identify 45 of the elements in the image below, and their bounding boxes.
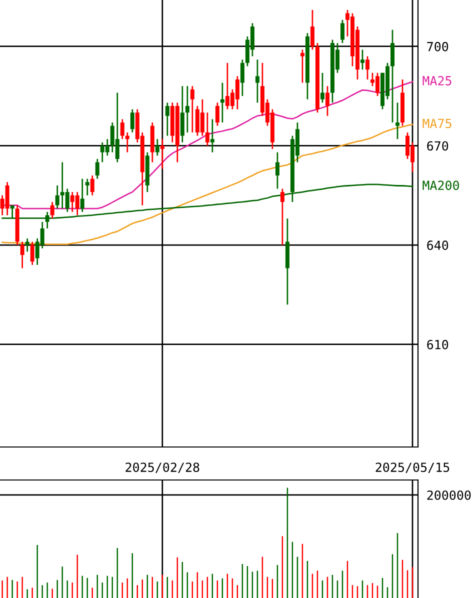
candlestick: [300, 48, 304, 84]
candlestick: [360, 48, 364, 70]
y-tick-label: 700: [427, 42, 448, 52]
candlestick: [320, 72, 324, 104]
candlestick: [340, 19, 344, 44]
candlestick: [130, 108, 134, 134]
series-label: MA200: [422, 180, 459, 190]
candlestick: [220, 82, 224, 124]
candlestick: [90, 174, 94, 196]
x-tick-label: 2025/02/28: [126, 462, 200, 473]
candlestick: [190, 85, 194, 134]
candlestick: [30, 241, 34, 266]
candlestick: [155, 138, 160, 156]
candlestick: [395, 102, 400, 140]
x-tick-label: 2025/05/15: [376, 462, 450, 473]
candlestick: [80, 178, 84, 213]
candlestick: [185, 85, 190, 134]
candlestick: [255, 58, 260, 104]
candlestick: [165, 102, 170, 136]
series-label: MA25: [422, 76, 452, 86]
y-tick-label: 670: [427, 141, 448, 151]
candlestick: [125, 132, 130, 154]
candlestick: [310, 9, 314, 50]
candlestick: [210, 118, 214, 154]
candlestick: [85, 178, 90, 196]
y-tick-label: 640: [427, 240, 448, 250]
candlestick: [95, 158, 100, 180]
candlestick: [55, 184, 60, 210]
candlestick: [240, 58, 244, 97]
y-tick-label: 200000: [427, 490, 471, 500]
candlestick: [120, 118, 124, 140]
candlestick: [20, 241, 24, 269]
candlestick: [365, 56, 370, 80]
candlestick: [325, 85, 330, 117]
y-tick-label: 610: [427, 340, 448, 350]
series-label: MA75: [422, 118, 452, 128]
candlestick: [50, 201, 54, 220]
candlestick: [280, 188, 284, 246]
candlestick: [215, 102, 220, 127]
candlestick: [160, 138, 164, 170]
candlestick: [275, 152, 280, 190]
candlestick: [25, 238, 30, 252]
candlestick: [390, 29, 394, 124]
candlestick: [205, 112, 210, 146]
candlestick: [180, 85, 184, 144]
